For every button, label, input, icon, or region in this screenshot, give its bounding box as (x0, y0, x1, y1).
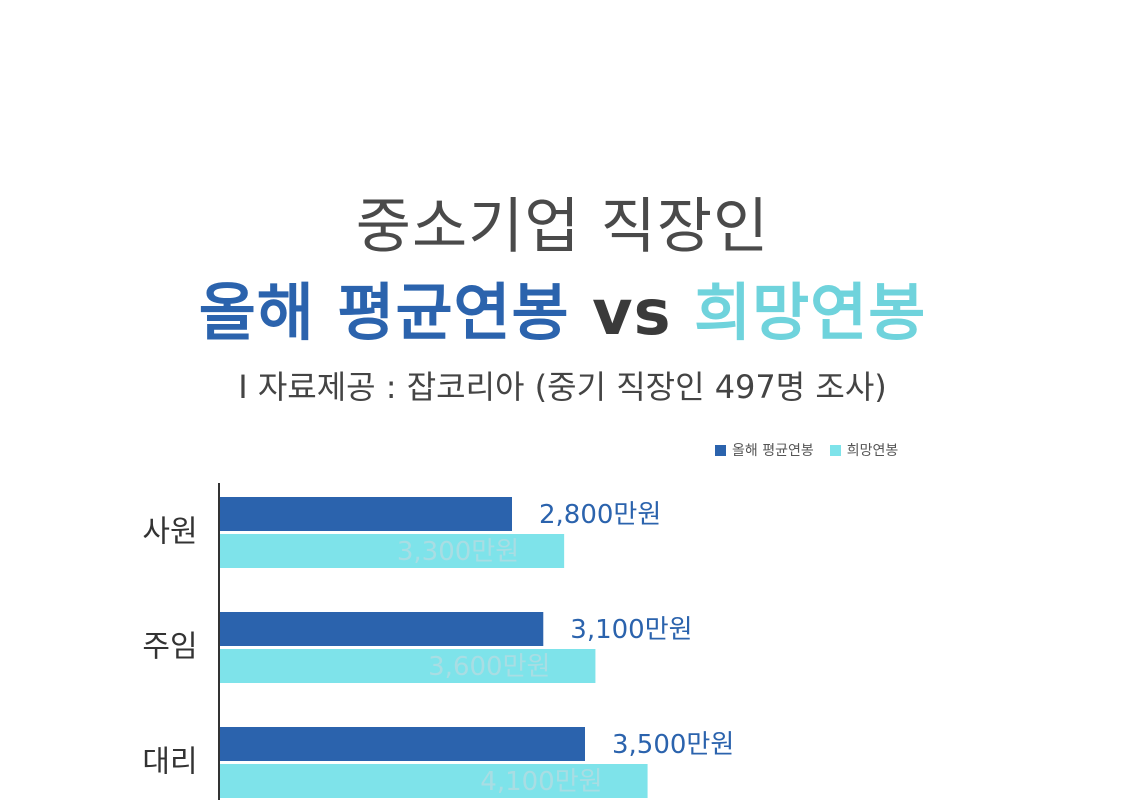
data-label-current: 3,100만원 (570, 615, 692, 645)
category-label: 주임 (142, 630, 197, 665)
data-label-desired: 4,100만원 (480, 767, 602, 797)
bar-desired-salary (220, 534, 565, 568)
chart-legend: 올해 평균연봉 희망연봉 (715, 440, 914, 460)
data-source: I 자료제공 : 잡코리아 (중기 직장인 497명 조사) (238, 368, 887, 406)
title-vs: vs (592, 276, 672, 349)
chart-title-line1: 중소기업 직장인 (355, 192, 770, 262)
category-label: 사원 (142, 515, 197, 550)
category-label: 대리 (142, 745, 197, 780)
data-label-desired: 3,300만원 (397, 537, 519, 567)
chart-title-line2: 올해 평균연봉 vs 희망연봉 (0, 262, 1125, 352)
data-label-current: 2,800만원 (539, 500, 661, 530)
legend-item-current: 올해 평균연봉 (715, 440, 814, 460)
bar-current-salary (220, 612, 544, 646)
legend-swatch-current (715, 444, 726, 456)
legend-item-hope: 희망연봉 (829, 440, 899, 460)
bar-desired-salary (220, 649, 596, 683)
data-label-current: 3,500만원 (612, 730, 734, 760)
bar-current-salary (220, 497, 512, 531)
title-desired-salary: 희망연봉 (694, 276, 927, 349)
bar-desired-salary (220, 764, 648, 798)
legend-label-current: 올해 평균연봉 (732, 443, 814, 459)
bar-current-salary (220, 727, 585, 761)
legend-label-hope: 희망연봉 (846, 443, 899, 459)
title-current-salary: 올해 평균연봉 (198, 276, 570, 349)
data-label-desired: 3,600만원 (428, 652, 550, 682)
legend-swatch-hope (829, 444, 841, 456)
